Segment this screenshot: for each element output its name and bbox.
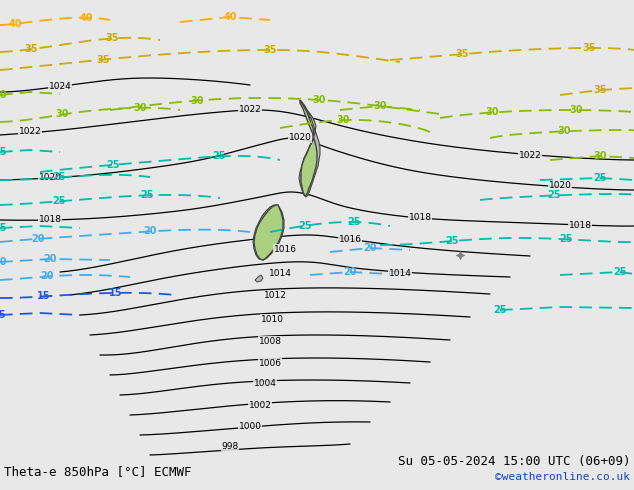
Text: 40: 40 — [9, 19, 22, 29]
Text: 20: 20 — [41, 271, 54, 281]
Text: 25: 25 — [52, 196, 65, 206]
Text: 40: 40 — [80, 13, 93, 23]
Polygon shape — [254, 205, 283, 260]
Text: 25: 25 — [0, 223, 7, 233]
Text: 25: 25 — [299, 220, 312, 231]
Text: 1018: 1018 — [569, 220, 592, 229]
Text: 1002: 1002 — [249, 400, 271, 410]
Text: Su 05-05-2024 15:00 UTC (06+09): Su 05-05-2024 15:00 UTC (06+09) — [398, 455, 630, 468]
Polygon shape — [255, 275, 263, 282]
Text: 1018: 1018 — [39, 216, 61, 224]
Text: 1014: 1014 — [389, 270, 411, 278]
Text: 1020: 1020 — [39, 173, 61, 182]
Text: 1006: 1006 — [259, 359, 281, 368]
Text: 1012: 1012 — [264, 292, 287, 300]
Text: 20: 20 — [0, 257, 7, 267]
Text: 30: 30 — [190, 96, 204, 105]
Text: 1024: 1024 — [49, 82, 72, 92]
Text: 15: 15 — [109, 288, 123, 298]
Text: 20: 20 — [32, 234, 45, 244]
Text: 30: 30 — [313, 95, 326, 105]
Text: 1022: 1022 — [18, 127, 41, 137]
Text: 25: 25 — [212, 151, 225, 161]
Text: 25: 25 — [347, 217, 361, 227]
Text: 35: 35 — [593, 85, 607, 95]
Text: 20: 20 — [43, 254, 57, 264]
Text: 35: 35 — [24, 44, 38, 54]
Text: 35: 35 — [455, 49, 469, 59]
Text: 30: 30 — [486, 107, 499, 118]
Text: 1008: 1008 — [259, 337, 281, 345]
Polygon shape — [300, 100, 317, 196]
Text: 40: 40 — [223, 12, 236, 22]
Text: 25: 25 — [493, 305, 507, 315]
Text: 30: 30 — [570, 105, 583, 115]
Text: 20: 20 — [143, 226, 157, 236]
Text: 1020: 1020 — [548, 181, 571, 191]
Text: 20: 20 — [343, 267, 357, 277]
Text: 1004: 1004 — [254, 378, 276, 388]
Polygon shape — [253, 205, 284, 260]
Text: 1000: 1000 — [238, 421, 261, 431]
Text: 15: 15 — [0, 310, 7, 320]
Text: 30: 30 — [373, 101, 387, 111]
Text: 35: 35 — [105, 33, 119, 44]
Text: 30: 30 — [0, 90, 7, 100]
Text: 30: 30 — [558, 126, 571, 136]
Text: 35: 35 — [582, 43, 595, 53]
Text: 1014: 1014 — [269, 269, 292, 277]
Text: 25: 25 — [53, 172, 66, 182]
Text: 30: 30 — [593, 151, 607, 161]
Text: 1022: 1022 — [519, 150, 541, 160]
Text: 25: 25 — [446, 236, 459, 246]
Polygon shape — [299, 100, 320, 197]
Text: 35: 35 — [96, 54, 110, 65]
Text: 1022: 1022 — [238, 105, 261, 115]
Text: 35: 35 — [264, 45, 277, 55]
Text: 25: 25 — [0, 147, 7, 157]
Text: 25: 25 — [547, 191, 561, 200]
Text: 1020: 1020 — [288, 133, 311, 143]
Text: 30: 30 — [337, 115, 350, 125]
Text: 25: 25 — [140, 190, 154, 200]
Text: 1018: 1018 — [408, 214, 432, 222]
Text: Theta-e 850hPa [°C] ECMWF: Theta-e 850hPa [°C] ECMWF — [4, 465, 191, 478]
Text: 30: 30 — [133, 103, 147, 113]
Text: 1010: 1010 — [261, 315, 283, 323]
Text: ©weatheronline.co.uk: ©weatheronline.co.uk — [495, 472, 630, 482]
Text: 25: 25 — [106, 160, 119, 170]
Text: 25: 25 — [559, 234, 573, 245]
Text: 1016: 1016 — [273, 245, 297, 253]
Text: 20: 20 — [363, 243, 377, 253]
Text: 25: 25 — [593, 173, 607, 183]
Text: 1016: 1016 — [339, 236, 361, 245]
Text: 15: 15 — [37, 292, 51, 301]
Text: 998: 998 — [221, 441, 238, 450]
Text: 25: 25 — [613, 267, 627, 277]
Text: 30: 30 — [56, 109, 69, 120]
